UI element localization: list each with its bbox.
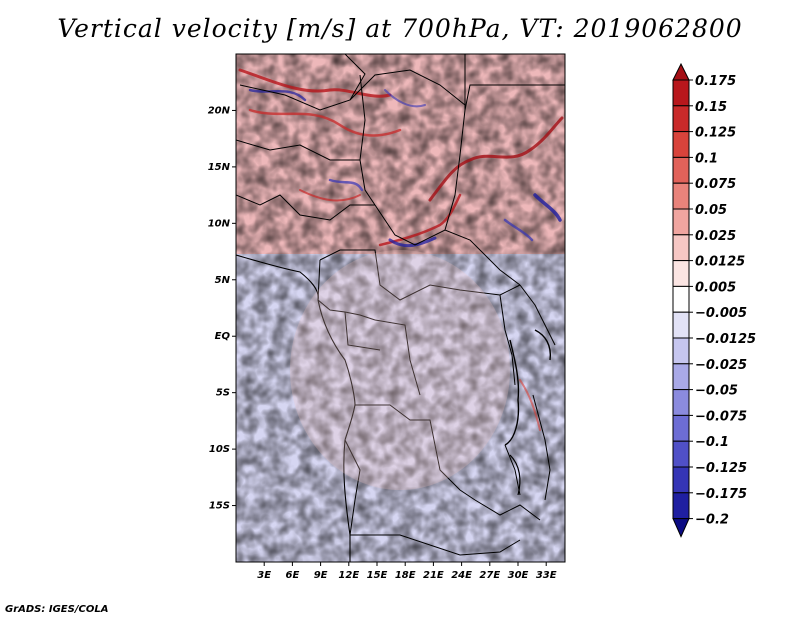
- colorbar-bottom-arrow: [672, 518, 690, 538]
- latitude-axis: 20N 15N 10N 5N EQ 5S 10S 15S: [208, 105, 236, 512]
- lon-tick-label: 21E: [423, 570, 444, 581]
- lon-tick-label: 15E: [367, 570, 388, 581]
- colorbar-label: −0.0125: [695, 332, 756, 347]
- colorbar-segment: [672, 131, 690, 158]
- colorbar-label: 0.125: [695, 126, 736, 141]
- lon-tick-label: 18E: [395, 570, 416, 581]
- lat-tick-label: 5S: [216, 388, 230, 399]
- colorbar-label: −0.005: [695, 306, 747, 321]
- colorbar-segment: [672, 105, 690, 133]
- strong-downdraft-streaks: [248, 88, 562, 248]
- lat-tick-label: 5N: [215, 275, 231, 286]
- colorbar-segment: [672, 492, 690, 520]
- page-title: Vertical velocity [m/s] at 700hPa, VT: 2…: [57, 14, 743, 43]
- grads-credit: GrADS: IGES/COLA: [5, 604, 109, 615]
- strong-updraft-streaks: [238, 68, 564, 431]
- colorbar-label: 0.005: [695, 280, 736, 295]
- colorbar-label: 0.075: [695, 177, 736, 192]
- central-field: [290, 250, 510, 490]
- colorbar-label: 0.05: [695, 203, 727, 218]
- colorbar-label: −0.125: [695, 461, 747, 476]
- lat-tick-label: 10N: [208, 218, 231, 229]
- colorbar-segment: [672, 208, 690, 236]
- colorbar-segment: [672, 311, 690, 339]
- red-texture: [236, 54, 565, 562]
- coastlines: [236, 254, 552, 562]
- colorbar-label: −0.025: [695, 358, 747, 373]
- colorbar-segment: [672, 363, 690, 391]
- colorbar-label: −0.1: [695, 435, 729, 450]
- lon-tick-label: 12E: [338, 570, 359, 581]
- colorbar-segment: [672, 440, 690, 468]
- lat-tick-label: 15N: [208, 162, 231, 173]
- country-borders: [236, 54, 565, 556]
- colorbar-segment: [672, 337, 690, 365]
- lat-tick-label: EQ: [215, 331, 231, 342]
- colorbar-label: −0.2: [695, 513, 729, 528]
- colorbar-label: 0.025: [695, 229, 736, 244]
- map-frame: [235, 53, 566, 563]
- lon-tick-label: 9E: [314, 570, 328, 581]
- lat-tick-label: 15S: [209, 501, 230, 512]
- colorbar-label: 0.1: [695, 151, 718, 166]
- colorbar-label: 0.15: [695, 100, 727, 115]
- colorbar-segment: [672, 260, 690, 287]
- colorbar-segment: [672, 182, 690, 210]
- lon-tick-label: 3E: [257, 570, 271, 581]
- lat-tick-label: 10S: [209, 444, 230, 455]
- lon-tick-label: 33E: [536, 570, 557, 581]
- lon-tick-label: 27E: [479, 570, 500, 581]
- lat-tick-label: 20N: [208, 105, 231, 116]
- colorbar-segment: [672, 234, 690, 262]
- colorbar: 0.175 0.15 0.125 0.1 0.075 0.05 0.025 0.0125 0.0…: [672, 62, 756, 538]
- colorbar-label: 0.0125: [695, 255, 745, 270]
- colorbar-segment: [672, 414, 690, 442]
- colorbar-top-arrow: [672, 62, 690, 81]
- colorbar-segment: [672, 285, 690, 313]
- colorbar-label: −0.075: [695, 409, 747, 424]
- longitude-axis: 3E 6E 9E 12E 15E 18E 21E 24E 27E 30E 33E: [257, 562, 557, 581]
- colorbar-label: 0.175: [695, 74, 736, 89]
- colorbar-segment: [672, 466, 690, 494]
- map-plot-area: [236, 54, 565, 562]
- colorbar-segment: [672, 79, 690, 107]
- colorbar-segment: [672, 156, 690, 184]
- colorbar-label: −0.05: [695, 384, 738, 399]
- lon-tick-label: 6E: [286, 570, 300, 581]
- lon-tick-label: 24E: [451, 570, 472, 581]
- colorbar-label: −0.175: [695, 487, 747, 502]
- lon-tick-label: 30E: [508, 570, 529, 581]
- colorbar-segment: [672, 389, 690, 416]
